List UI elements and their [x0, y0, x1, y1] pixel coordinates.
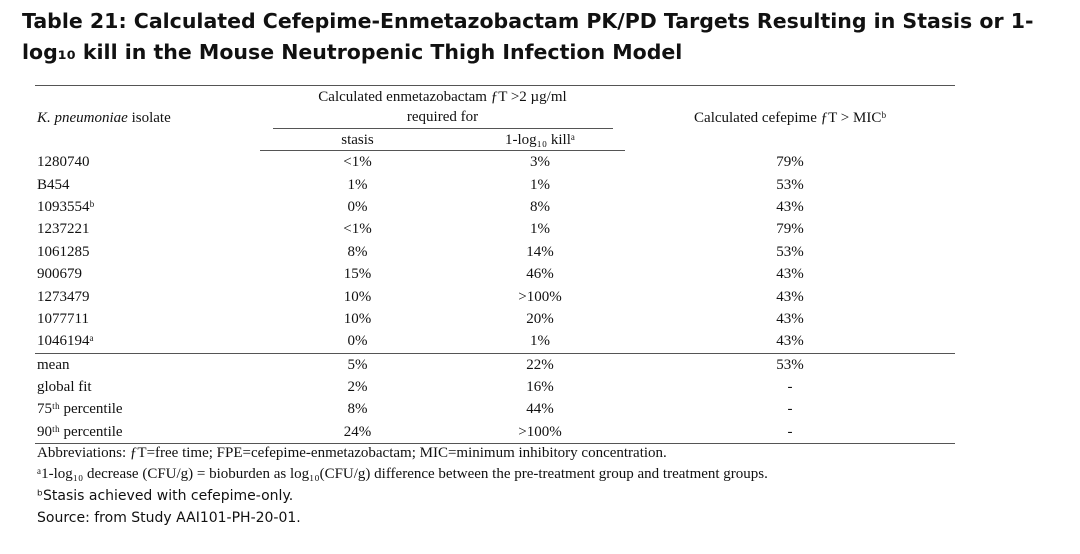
header-cell: stasis: [260, 130, 455, 151]
table-cell: 43%: [776, 333, 804, 350]
table-cell: 79%: [776, 153, 804, 170]
header-cell: Calculated cefepime ƒT > MICᵇ: [625, 85, 955, 151]
footnotes: Abbreviations: ƒT=free time; FPE=cefepim…: [37, 443, 937, 529]
table-cell: 1%: [530, 221, 550, 238]
header-row: K. pneumoniae isolate Calculated enmetaz…: [35, 85, 955, 151]
table-cell: B454: [37, 176, 70, 193]
table-cell: 46%: [526, 266, 554, 283]
table-cell: -: [787, 379, 793, 396]
table-cell: 53%: [776, 176, 804, 193]
table-row: 1077711 10% 20% 43%: [35, 308, 955, 330]
table-cell: 10%: [343, 310, 372, 327]
table-cell: >100%: [455, 420, 625, 445]
table-cell: 75ᵗʰ percentile: [37, 401, 123, 418]
footnote: ᵃ1-log₁₀ decrease (CFU/g) = bioburden as…: [37, 466, 768, 482]
table-row: 900679 15% 46% 43%: [35, 263, 955, 285]
table-title: Table 21: Calculated Cefepime-Enmetazoba…: [22, 9, 1034, 64]
table-cell: 44%: [526, 401, 554, 418]
table-cell: 0%: [347, 333, 368, 350]
table-row: 1093554ᵇ 0% 8% 43%: [35, 196, 955, 218]
table-row: 1061285 8% 14% 53%: [35, 241, 955, 263]
header-text: Calculated enmetazobactam ƒT >2 µg/ml re…: [272, 87, 613, 129]
table-cell: 1%: [347, 176, 368, 193]
table-cell: 2%: [347, 379, 368, 396]
table-cell: 43%: [776, 310, 804, 327]
footnote: ᵇStasis achieved with cefepime-only.: [37, 488, 294, 504]
table-cell: <1%: [343, 154, 372, 171]
header-cell: K. pneumoniae isolate: [35, 85, 260, 151]
table-cell: 8%: [530, 198, 550, 215]
table-row: 1237221 <1% 1% 79%: [35, 218, 955, 240]
table-cell: 14%: [526, 243, 554, 260]
table-cell: 8%: [347, 401, 368, 418]
table-cell: 8%: [347, 243, 368, 260]
table-row: 75ᵗʰ percentile 8% 44% -: [35, 398, 955, 420]
table-cell: 1%: [530, 176, 550, 193]
table-body: 1280740 <1% 3% 79% B454 1% 1% 53% 1093554ᵇ 0% 8% 43…: [35, 151, 955, 445]
table-cell: 1280740: [37, 153, 90, 170]
table-cell: global fit: [37, 379, 92, 396]
header-text: isolate: [127, 110, 171, 127]
table-cell: 10%: [343, 288, 372, 305]
table-cell: 16%: [526, 379, 554, 396]
table-row: global fit 2% 16% -: [35, 376, 955, 398]
table-cell: 20%: [526, 310, 554, 327]
table-row: 1280740 <1% 3% 79%: [35, 151, 955, 174]
table-cell: -: [787, 401, 793, 418]
table-cell: 1%: [530, 333, 550, 350]
data-table: K. pneumoniae isolate Calculated enmetaz…: [35, 85, 955, 445]
table-cell: 1046194ᵃ: [37, 333, 94, 350]
source-note: Source: from Study AAI101-PH-20-01.: [37, 510, 301, 526]
table-cell: 22%: [455, 352, 625, 376]
table-cell: 43%: [776, 266, 804, 283]
table-cell: 43%: [776, 198, 804, 215]
table-cell: 900679: [37, 266, 82, 283]
table-cell: 90ᵗʰ percentile: [35, 420, 260, 445]
table-row: 1273479 10% >100% 43%: [35, 285, 955, 307]
table-row: 90ᵗʰ percentile 24% >100% -: [35, 420, 955, 445]
table-row: 1046194ᵃ 0% 1% 43%: [35, 330, 955, 353]
table-cell: -: [625, 420, 955, 445]
table-cell: >100%: [518, 288, 562, 305]
table-cell: 0%: [347, 198, 368, 215]
table-cell: 24%: [260, 420, 455, 445]
table-row: B454 1% 1% 53%: [35, 173, 955, 195]
table-cell: 1061285: [37, 243, 90, 260]
table-cell: 1237221: [37, 221, 90, 238]
species-name: K. pneumoniae: [37, 110, 128, 127]
header-row: stasis 1-log₁₀ killᵃ: [35, 130, 955, 151]
table-cell: 3%: [530, 154, 550, 171]
table-cell: 1077711: [37, 310, 89, 327]
header-cell: Calculated enmetazobactam ƒT >2 µg/ml re…: [260, 85, 625, 130]
table-cell: 15%: [343, 266, 372, 283]
table-cell: 43%: [776, 288, 804, 305]
table-cell: 79%: [776, 221, 804, 238]
table-cell: <1%: [343, 221, 372, 238]
table-cell: 53%: [625, 352, 955, 376]
table-cell: 5%: [260, 352, 455, 376]
table-cell: 1093554ᵇ: [37, 198, 95, 215]
header-cell: 1-log₁₀ killᵃ: [455, 130, 625, 151]
table-cell: 53%: [776, 243, 804, 260]
footnote: Abbreviations: ƒT=free time; FPE=cefepim…: [37, 445, 667, 461]
table-cell: mean: [35, 352, 260, 376]
table-row: mean 5% 22% 53%: [35, 352, 955, 376]
table-cell: 1273479: [37, 288, 90, 305]
